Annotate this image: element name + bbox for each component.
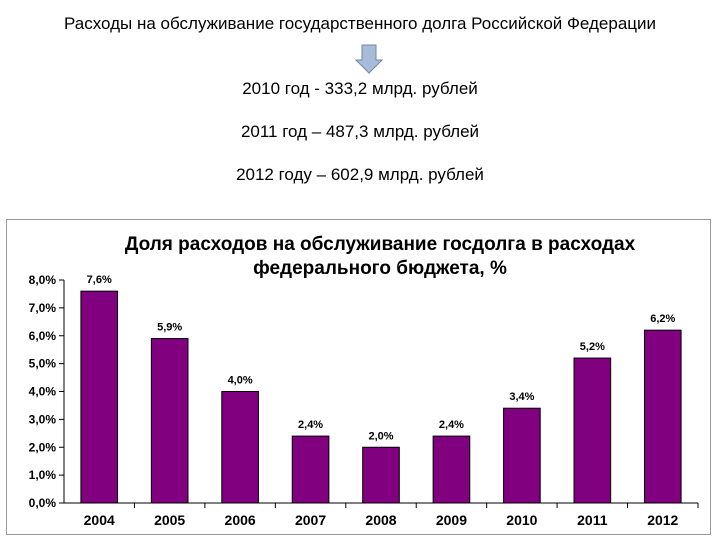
fact-2011: 2011 год – 487,3 млрд. рублей xyxy=(240,122,480,141)
y-tick-label: 8,0% xyxy=(29,273,57,287)
data-label-2005: 5,9% xyxy=(157,322,182,334)
x-tick-label-2004: 2004 xyxy=(84,512,115,528)
data-label-2010: 3,4% xyxy=(509,391,534,403)
y-tick-label: 6,0% xyxy=(29,329,57,343)
bar-2007 xyxy=(291,435,330,504)
bar-2010 xyxy=(503,407,541,504)
chart-title-line-2: федерального бюджета, % xyxy=(253,258,507,279)
x-tick-label-2008: 2008 xyxy=(365,512,396,528)
x-tick-label-2007: 2007 xyxy=(295,512,326,528)
data-label-2009: 2,4% xyxy=(439,419,464,431)
x-tick-label-2009: 2009 xyxy=(436,512,467,528)
y-tick-label: 3,0% xyxy=(29,412,57,426)
data-label-2007: 2,4% xyxy=(298,419,323,431)
data-label-2004: 7,6% xyxy=(87,274,112,286)
x-tick-label-2012: 2012 xyxy=(647,512,678,528)
bar-2006 xyxy=(221,391,259,504)
bar-2009 xyxy=(432,435,471,504)
y-tick-label: 7,0% xyxy=(29,301,57,315)
x-tick-label-2011: 2011 xyxy=(577,512,608,528)
down-arrow-shape xyxy=(355,44,383,74)
x-tick-label-2006: 2006 xyxy=(225,512,256,528)
chart-title: Доля расходов на обслуживание госдолга в… xyxy=(70,233,690,281)
data-label-2006: 4,0% xyxy=(228,375,253,387)
data-label-2008: 2,0% xyxy=(368,430,393,442)
data-label-2011: 5,2% xyxy=(580,341,605,353)
chart-title-line-1: Доля расходов на обслуживание госдолга в… xyxy=(124,234,636,255)
bar-2008 xyxy=(362,446,400,504)
fact-2012: 2012 году – 602,9 млрд. рублей xyxy=(236,165,484,184)
y-tick-label: 2,0% xyxy=(29,440,57,454)
y-tick-label: 5,0% xyxy=(29,357,57,371)
y-tick-label: 4,0% xyxy=(29,385,57,399)
down-arrow-icon xyxy=(355,44,383,74)
y-tick-label: 1,0% xyxy=(29,468,57,482)
x-tick-label-2005: 2005 xyxy=(154,512,185,528)
bar-2005 xyxy=(150,338,189,504)
fact-2010: 2010 год - 333,2 млрд. рублей xyxy=(242,79,478,98)
y-tick-label: 0,0% xyxy=(29,496,57,510)
x-tick-label-2010: 2010 xyxy=(506,512,537,528)
page-title: Расходы на обслуживание государственного… xyxy=(63,14,657,33)
bar-2012 xyxy=(643,329,682,504)
data-label-2012: 6,2% xyxy=(650,313,675,325)
bar-2011 xyxy=(573,357,612,504)
bar-2004 xyxy=(80,290,119,504)
